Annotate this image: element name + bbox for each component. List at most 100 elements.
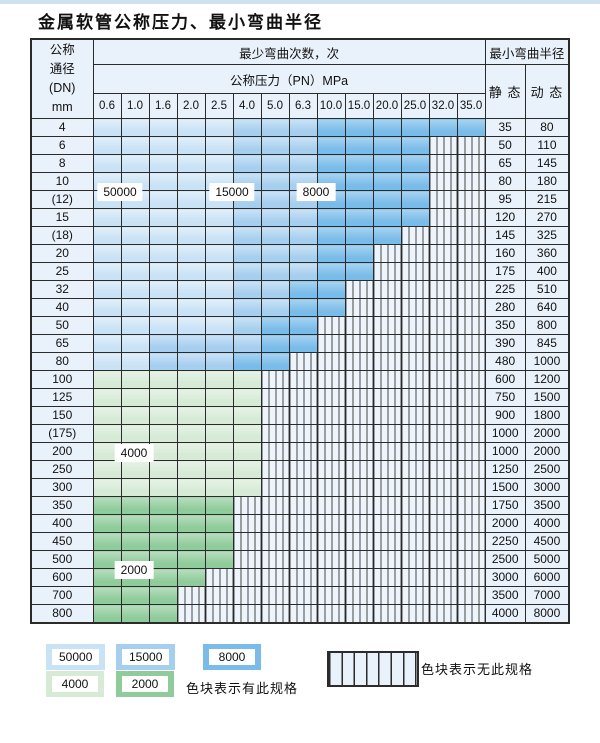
spec-cell-50000-cycles-light-blue [120, 298, 150, 317]
spec-cell-4000-cycles-light-green [176, 388, 206, 407]
static-radius-cell: 3000 [484, 568, 526, 587]
spec-cell-no-spec-hatched [260, 442, 290, 461]
dynamic-radius-cell: 270 [524, 208, 570, 227]
legend-swatch-50000: 50000 [46, 644, 106, 670]
spec-cell-no-spec-hatched [428, 568, 458, 587]
spec-cell-no-spec-hatched [260, 478, 290, 497]
spec-cell-no-spec-hatched [400, 262, 430, 281]
spec-cell-no-spec-hatched [428, 586, 458, 605]
spec-cell-4000-cycles-light-green [232, 406, 262, 425]
spec-cell-no-spec-hatched [456, 136, 486, 155]
spec-cell-50000-cycles-light-blue [120, 334, 150, 353]
spec-cell-no-spec-hatched [372, 334, 402, 353]
dynamic-radius-cell: 8000 [524, 604, 570, 624]
spec-cell-4000-cycles-light-green [148, 406, 178, 425]
dynamic-radius-cell: 2000 [524, 424, 570, 443]
page-title: 金属软管公称压力、最小弯曲半径 [38, 13, 323, 33]
spec-cell-no-spec-hatched [428, 136, 458, 155]
spec-cell-no-spec-hatched [316, 550, 346, 569]
dynamic-radius-cell: 1000 [524, 352, 570, 371]
spec-cell-2000-cycles-medium-green [120, 532, 150, 551]
spec-cell-no-spec-hatched [232, 532, 262, 551]
spec-cell-no-spec-hatched [428, 208, 458, 227]
spec-cell-50000-cycles-light-blue [148, 244, 178, 263]
spec-cell-15000-cycles-medium-blue [288, 208, 318, 227]
table-row: 50 350 800 [30, 316, 570, 335]
spec-cell-no-spec-hatched [344, 370, 374, 389]
spec-cell-no-spec-hatched [372, 262, 402, 281]
spec-cell-50000-cycles-light-blue [120, 280, 150, 299]
spec-cell-no-spec-hatched [176, 604, 206, 624]
spec-cell-4000-cycles-light-green [176, 442, 206, 461]
spec-cell-no-spec-hatched [372, 280, 402, 299]
spec-cell-4000-cycles-light-green [232, 460, 262, 479]
table-row: 125 750 1500 [30, 388, 570, 407]
spec-cell-no-spec-hatched [344, 460, 374, 479]
spec-cell-50000-cycles-light-blue [176, 208, 206, 227]
spec-cell-no-spec-hatched [456, 154, 486, 173]
spec-cell-no-spec-hatched [456, 478, 486, 497]
spec-cell-50000-cycles-light-blue [120, 226, 150, 245]
spec-cell-no-spec-hatched [316, 568, 346, 587]
static-radius-cell: 1000 [484, 442, 526, 461]
dn-cell: 32 [30, 280, 94, 299]
pressure-col-header: 6.3 [288, 93, 318, 119]
bend-cycles-header: 最少弯曲次数，次 [92, 38, 486, 65]
spec-cell-50000-cycles-light-blue [176, 226, 206, 245]
spec-cell-15000-cycles-medium-blue [288, 262, 318, 281]
spec-cell-2000-cycles-medium-green [204, 532, 234, 551]
spec-cell-50000-cycles-light-blue [176, 172, 206, 191]
spec-cell-no-spec-hatched [316, 316, 346, 335]
spec-cell-50000-cycles-light-blue [148, 190, 178, 209]
dynamic-radius-cell: 7000 [524, 586, 570, 605]
spec-cell-50000-cycles-light-blue [204, 298, 234, 317]
spec-cell-50000-cycles-light-blue [176, 154, 206, 173]
spec-cell-no-spec-hatched [288, 352, 318, 371]
dn-cell: 200 [30, 442, 94, 461]
spec-cell-2000-cycles-medium-green [176, 496, 206, 515]
spec-cell-no-spec-hatched [344, 388, 374, 407]
legend-swatch-label: 15000 [122, 649, 170, 665]
spec-cell-no-spec-hatched [316, 334, 346, 353]
spec-cell-no-spec-hatched [260, 370, 290, 389]
spec-cell-8000-cycles-dark-blue [372, 172, 402, 191]
table-row: 500 2500 5000 [30, 550, 570, 569]
spec-cell-15000-cycles-medium-blue [232, 244, 262, 263]
spec-cell-15000-cycles-medium-blue [288, 226, 318, 245]
spec-cell-8000-cycles-dark-blue [372, 118, 402, 137]
spec-cell-no-spec-hatched [260, 406, 290, 425]
pressure-col-header: 15.0 [344, 93, 374, 119]
dn-header-line: mm [51, 100, 73, 114]
spec-cell-2000-cycles-medium-green [92, 604, 122, 624]
spec-cell-no-spec-hatched [344, 352, 374, 371]
spec-cell-no-spec-hatched [372, 298, 402, 317]
dn-cell: 125 [30, 388, 94, 407]
spec-cell-15000-cycles-medium-blue [232, 136, 262, 155]
spec-cell-no-spec-hatched [456, 190, 486, 209]
spec-cell-no-spec-hatched [316, 406, 346, 425]
spec-cell-50000-cycles-light-blue [120, 154, 150, 173]
dynamic-radius-cell: 180 [524, 172, 570, 191]
spec-cell-no-spec-hatched [456, 316, 486, 335]
dn-header-line: 公称 [49, 43, 75, 57]
spec-cell-50000-cycles-light-blue [120, 136, 150, 155]
dynamic-column-header: 动 态 [524, 64, 570, 119]
spec-cell-8000-cycles-dark-blue [456, 118, 486, 137]
dn-cell: 400 [30, 514, 94, 533]
dynamic-radius-cell: 6000 [524, 568, 570, 587]
pressure-col-header: 10.0 [316, 93, 346, 119]
spec-cell-no-spec-hatched [400, 244, 430, 263]
spec-cell-no-spec-hatched [428, 262, 458, 281]
spec-cell-4000-cycles-light-green [232, 424, 262, 443]
spec-cell-no-spec-hatched [316, 388, 346, 407]
table-row: 300 1500 3000 [30, 478, 570, 497]
dn-cell: 20 [30, 244, 94, 263]
spec-cell-no-spec-hatched [456, 550, 486, 569]
spec-cell-no-spec-hatched [372, 532, 402, 551]
spec-cell-8000-cycles-dark-blue [344, 154, 374, 173]
dynamic-radius-cell: 80 [524, 118, 570, 137]
dn-cell: 800 [30, 604, 94, 624]
spec-cell-4000-cycles-light-green [92, 388, 122, 407]
spec-cell-no-spec-hatched [204, 604, 234, 624]
spec-cell-no-spec-hatched [316, 604, 346, 624]
